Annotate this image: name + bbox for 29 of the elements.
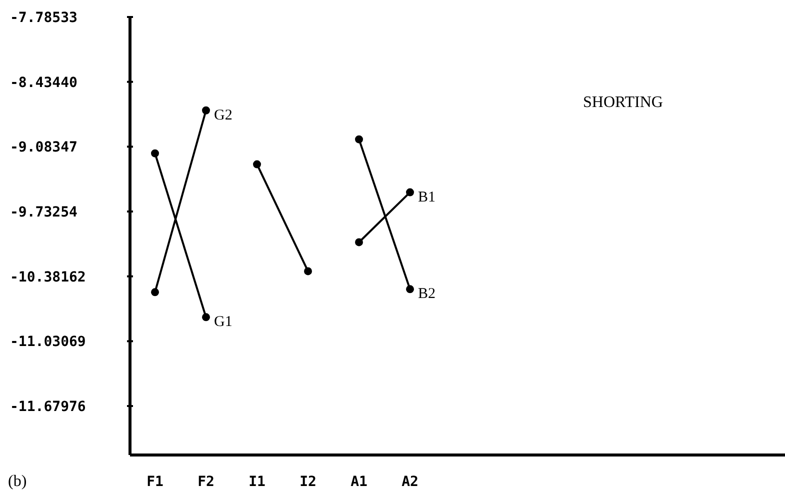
- y-tick-label: -7.78533: [10, 10, 78, 26]
- series-label: B1: [418, 189, 436, 206]
- series-label: B2: [418, 286, 436, 302]
- point: [202, 106, 210, 114]
- y-tick-label: -10.38162: [10, 269, 86, 286]
- point: [151, 149, 159, 158]
- series-label: G1: [214, 314, 232, 330]
- y-tick-label: -9.73254: [10, 204, 78, 221]
- x-tick-label: I1: [248, 474, 266, 490]
- y-tick-label: -11.03069: [10, 334, 86, 350]
- y-tick-label: -11.67976: [10, 399, 86, 416]
- y-tick-label: -8.43440: [10, 74, 78, 91]
- text: SHORTING: [583, 94, 664, 111]
- x-tick-label: F1: [146, 474, 164, 490]
- point: [355, 135, 363, 144]
- x-tick-label: A2: [402, 474, 418, 490]
- point: [151, 288, 159, 296]
- point: [406, 188, 414, 196]
- point: [202, 313, 210, 322]
- y-tick-label: -9.08347: [10, 140, 78, 156]
- point: [304, 267, 312, 276]
- x-tick-label: A1: [350, 474, 368, 490]
- series-label: G2: [214, 107, 232, 124]
- text: (b): [8, 473, 27, 490]
- x-tick-label: I2: [300, 474, 316, 490]
- x-tick-label: F2: [198, 474, 214, 490]
- point: [253, 160, 261, 168]
- point: [355, 238, 363, 246]
- point: [406, 285, 414, 294]
